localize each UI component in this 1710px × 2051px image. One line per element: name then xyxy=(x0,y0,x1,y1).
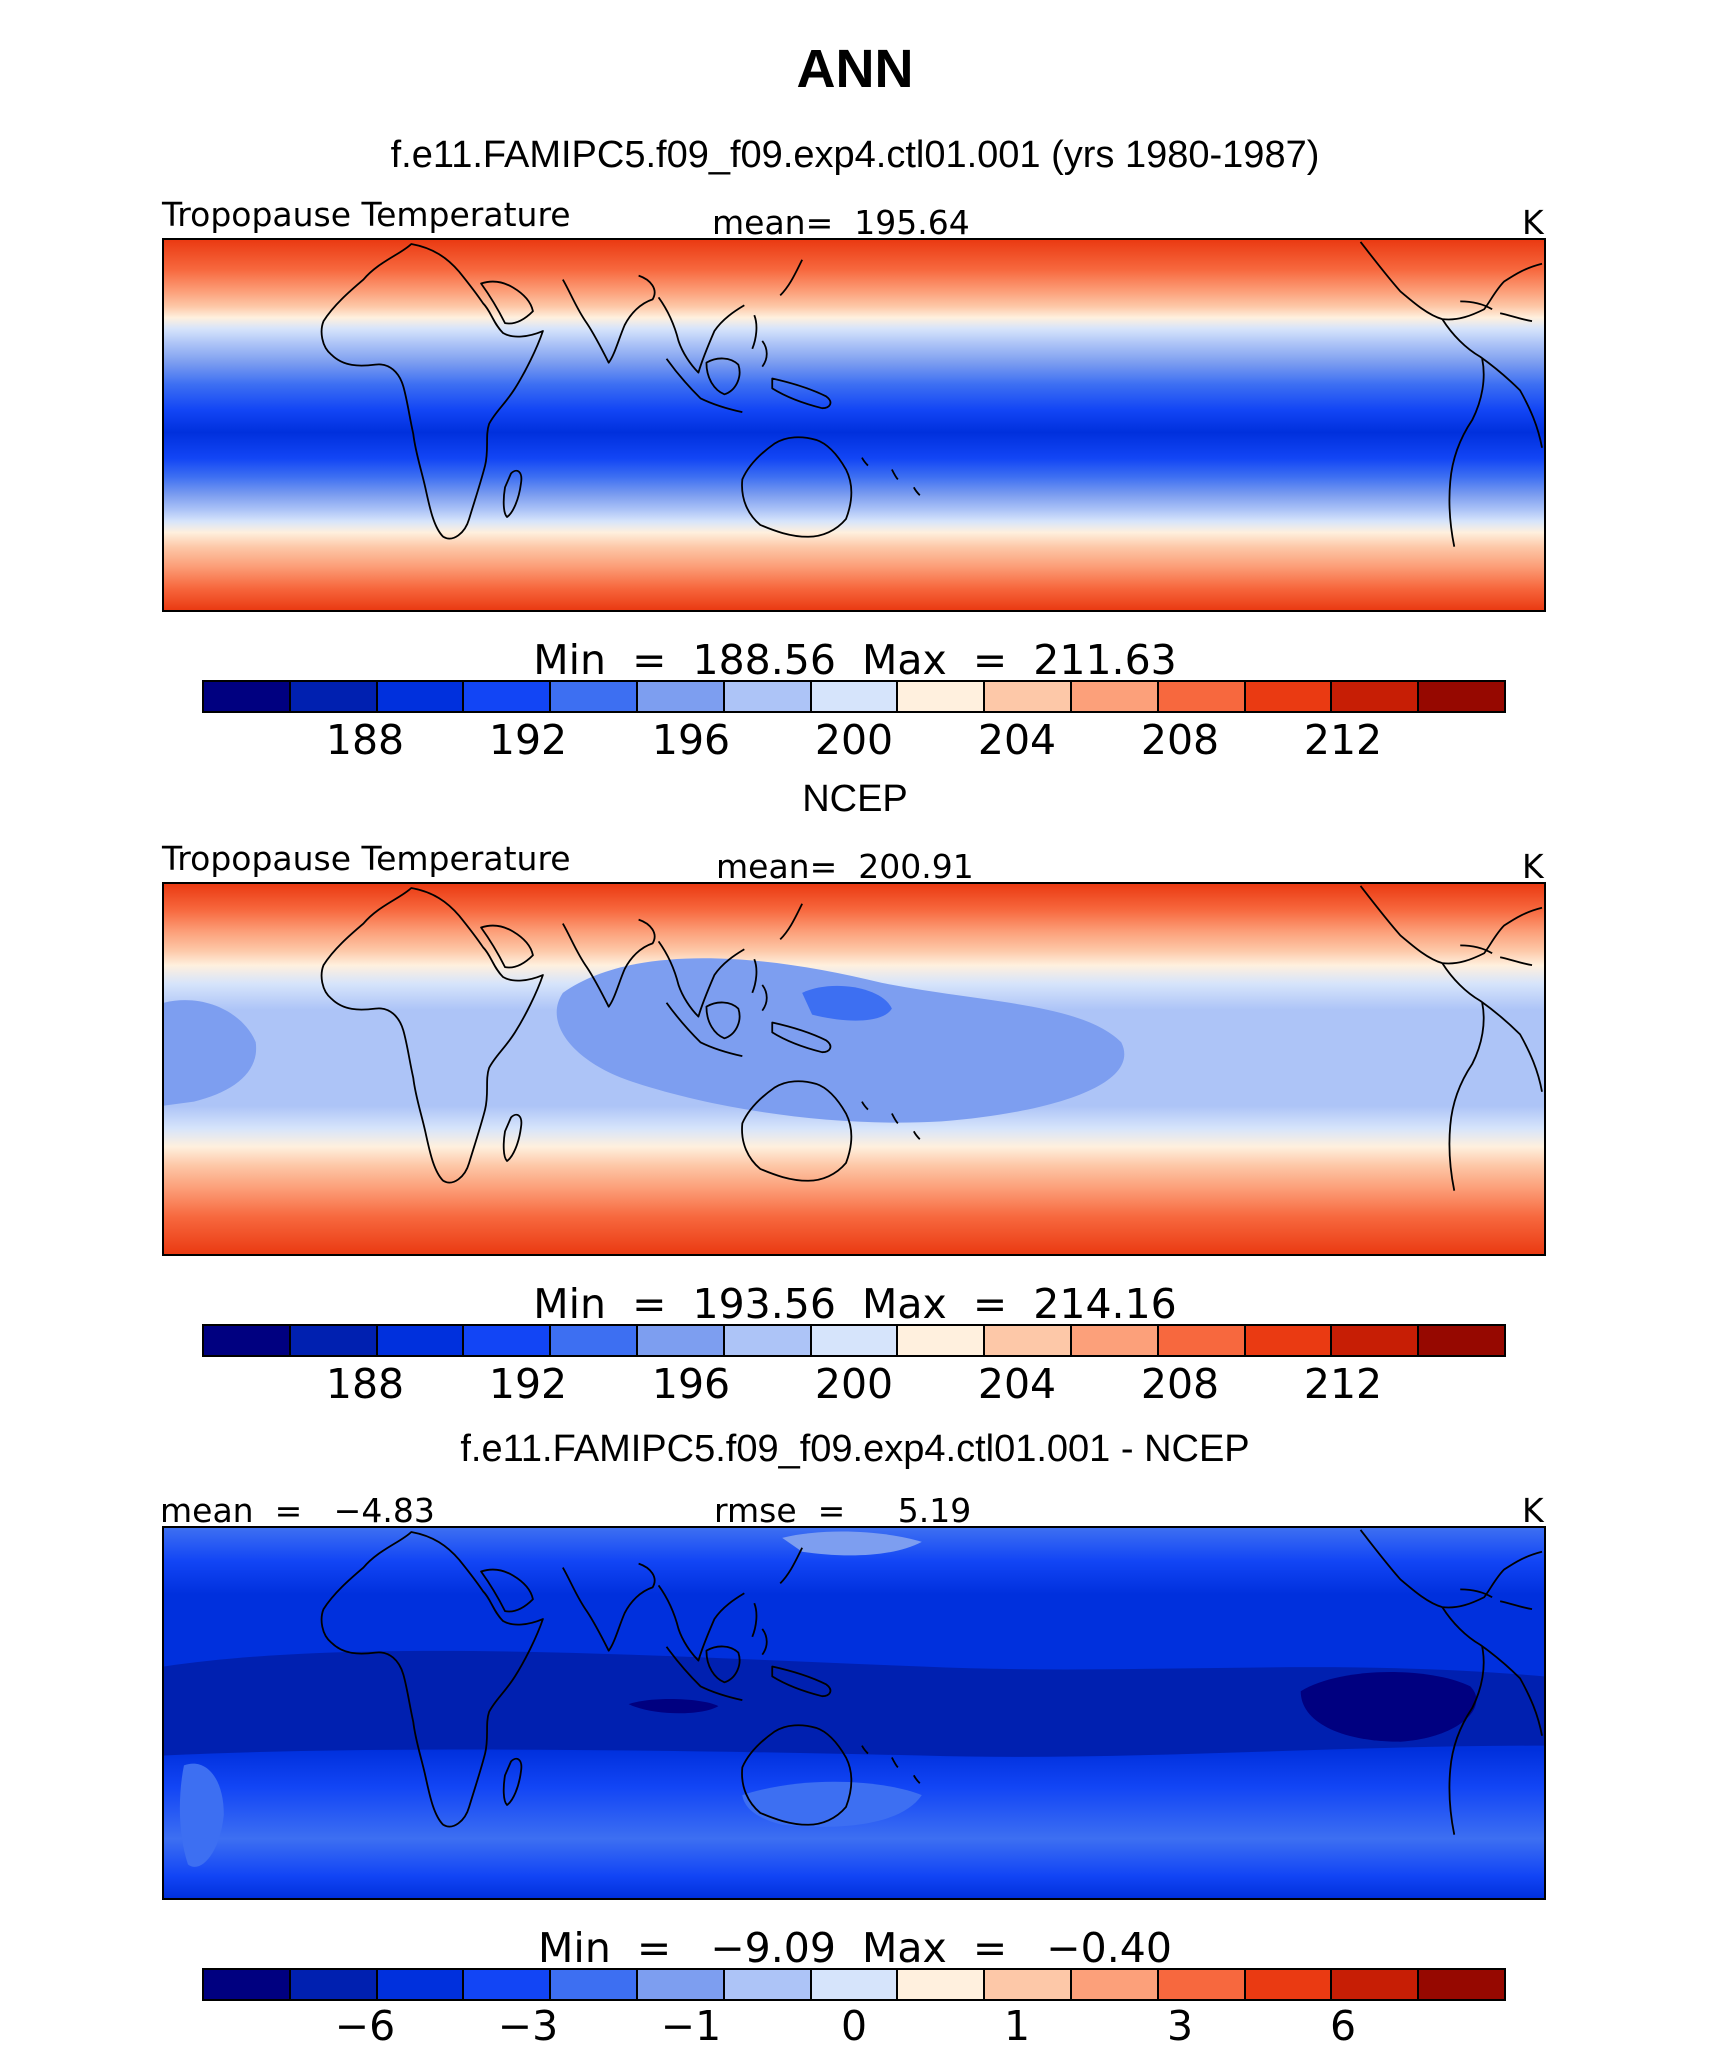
colorbar-swatch xyxy=(1158,682,1246,711)
colorbar-swatch xyxy=(1071,682,1159,711)
colorbar-swatch xyxy=(724,682,812,711)
diff-colorbar xyxy=(202,1968,1506,2001)
colorbar-swatch xyxy=(290,1970,378,1999)
colorbar-tick-label: 192 xyxy=(488,716,568,764)
main-title: ANN xyxy=(796,39,914,99)
colorbar-tick-label: −6 xyxy=(334,2002,396,2050)
colorbar-tick-label: 192 xyxy=(488,1360,568,1408)
model-units-label: K xyxy=(1522,203,1544,242)
colorbar-tick-label: 3 xyxy=(1166,2002,1194,2050)
colorbar-swatch xyxy=(290,682,378,711)
colorbar-swatch xyxy=(637,1970,725,1999)
diff-minmax-label: Min = −9.09 Max = −0.40 xyxy=(538,1924,1172,1972)
colorbar-swatch xyxy=(204,1326,291,1355)
colorbar-swatch xyxy=(898,1970,986,1999)
model-minmax-label: Min = 188.56 Max = 211.63 xyxy=(533,636,1177,684)
diff-map xyxy=(162,1526,1546,1900)
colorbar-swatch xyxy=(464,682,552,711)
colorbar-swatch xyxy=(377,1970,465,1999)
diff-rmse-label: rmse = 5.19 xyxy=(714,1491,972,1530)
colorbar-swatch xyxy=(811,682,899,711)
colorbar-swatch xyxy=(377,682,465,711)
colorbar-swatch xyxy=(1245,682,1333,711)
colorbar-swatch xyxy=(1071,1970,1159,1999)
colorbar-swatch xyxy=(1071,1326,1159,1355)
colorbar-swatch xyxy=(204,682,291,711)
colorbar-swatch xyxy=(898,682,986,711)
colorbar-tick-label: 212 xyxy=(1303,1360,1383,1408)
colorbar-tick-label: 212 xyxy=(1303,716,1383,764)
obs-mean-label: mean= 200.91 xyxy=(716,847,974,886)
obs-colorbar xyxy=(202,1324,1506,1357)
colorbar-tick-label: 196 xyxy=(651,1360,731,1408)
colorbar-swatch xyxy=(464,1970,552,1999)
colorbar-tick-label: 1 xyxy=(1003,2002,1031,2050)
colorbar-swatch xyxy=(811,1326,899,1355)
colorbar-swatch xyxy=(811,1970,899,1999)
colorbar-swatch xyxy=(1419,1326,1504,1355)
colorbar-tick-label: 200 xyxy=(814,716,894,764)
model-variable-label: Tropopause Temperature xyxy=(162,195,571,234)
colorbar-swatch xyxy=(464,1326,552,1355)
obs-variable-label: Tropopause Temperature xyxy=(162,839,571,878)
colorbar-swatch xyxy=(1332,682,1420,711)
colorbar-swatch xyxy=(1158,1326,1246,1355)
colorbar-swatch xyxy=(290,1326,378,1355)
obs-units-label: K xyxy=(1522,847,1544,886)
colorbar-swatch xyxy=(985,1970,1072,1999)
model-panel-heading: f.e11.FAMIPC5.f09_f09.exp4.ctl01.001 (yr… xyxy=(390,134,1320,176)
colorbar-swatch xyxy=(1332,1326,1420,1355)
colorbar-tick-label: 208 xyxy=(1140,716,1220,764)
colorbar-swatch xyxy=(637,682,725,711)
colorbar-tick-label: 6 xyxy=(1329,2002,1357,2050)
obs-map xyxy=(162,882,1546,1256)
colorbar-swatch xyxy=(1419,682,1504,711)
colorbar-swatch xyxy=(551,682,638,711)
colorbar-tick-label: 196 xyxy=(651,716,731,764)
colorbar-swatch xyxy=(985,682,1072,711)
colorbar-swatch xyxy=(637,1326,725,1355)
obs-minmax-label: Min = 193.56 Max = 214.16 xyxy=(533,1280,1177,1328)
colorbar-tick-label: 188 xyxy=(325,716,405,764)
colorbar-swatch xyxy=(377,1326,465,1355)
model-colorbar xyxy=(202,680,1506,713)
model-mean-label: mean= 195.64 xyxy=(712,203,970,242)
colorbar-swatch xyxy=(1245,1970,1333,1999)
colorbar-swatch xyxy=(1158,1970,1246,1999)
colorbar-tick-label: 204 xyxy=(977,1360,1057,1408)
diff-units-label: K xyxy=(1522,1491,1544,1530)
colorbar-swatch xyxy=(551,1326,638,1355)
colorbar-tick-label: −3 xyxy=(497,2002,559,2050)
colorbar-swatch xyxy=(724,1326,812,1355)
colorbar-tick-label: 0 xyxy=(840,2002,868,2050)
colorbar-tick-label: −1 xyxy=(660,2002,722,2050)
colorbar-swatch xyxy=(1332,1970,1420,1999)
colorbar-swatch xyxy=(1419,1970,1504,1999)
colorbar-tick-label: 204 xyxy=(977,716,1057,764)
obs-panel-heading: NCEP xyxy=(802,778,908,820)
colorbar-swatch xyxy=(1245,1326,1333,1355)
diff-panel-heading: f.e11.FAMIPC5.f09_f09.exp4.ctl01.001 - N… xyxy=(460,1428,1250,1470)
colorbar-swatch xyxy=(551,1970,638,1999)
model-map xyxy=(162,238,1546,612)
colorbar-tick-label: 188 xyxy=(325,1360,405,1408)
colorbar-swatch xyxy=(898,1326,986,1355)
colorbar-swatch xyxy=(985,1326,1072,1355)
colorbar-swatch xyxy=(204,1970,291,1999)
colorbar-swatch xyxy=(724,1970,812,1999)
colorbar-tick-label: 200 xyxy=(814,1360,894,1408)
diff-mean-label: mean = −4.83 xyxy=(160,1491,435,1530)
colorbar-tick-label: 208 xyxy=(1140,1360,1220,1408)
